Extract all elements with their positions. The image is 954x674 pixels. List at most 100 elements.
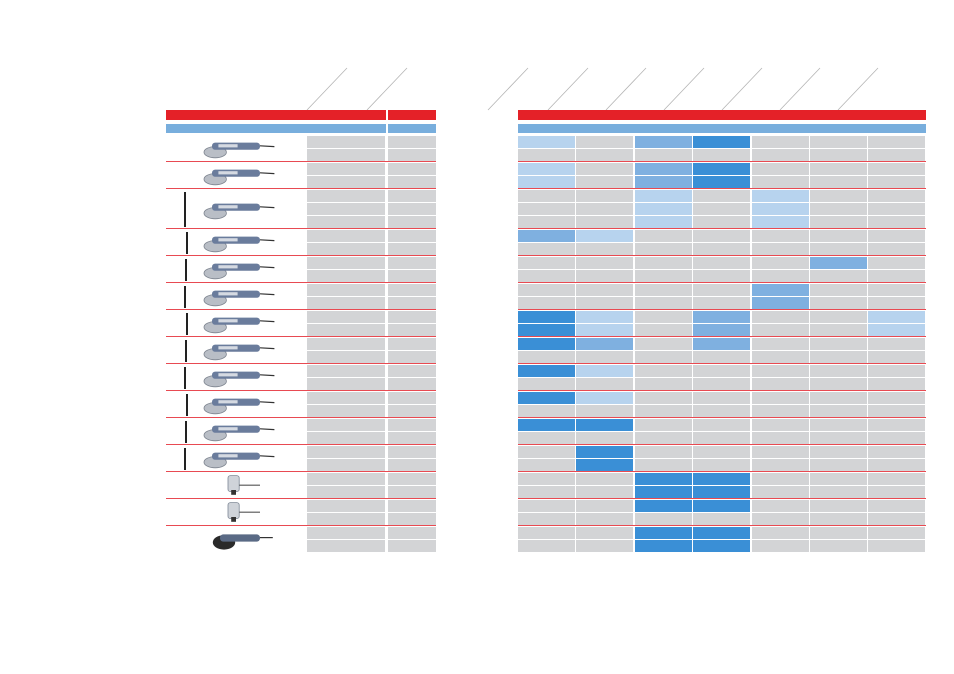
- compat-cell: [635, 446, 692, 458]
- compat-cell: [693, 446, 750, 458]
- spec-cell: [388, 351, 436, 363]
- compat-cell: [635, 284, 692, 296]
- compat-cell: [810, 405, 867, 417]
- subheader-bar-right: [518, 124, 926, 133]
- compat-cell: [693, 311, 750, 323]
- column-header-7: [721, 67, 763, 111]
- compat-cell: [752, 297, 809, 309]
- size-marker: [186, 313, 188, 335]
- spec-cell: [307, 311, 385, 323]
- compat-cell: [518, 432, 575, 444]
- compat-cell: [693, 257, 750, 269]
- spec-cell: [307, 405, 385, 417]
- compat-cell: [518, 486, 575, 498]
- angle-grinder-long-icon: [196, 366, 276, 395]
- compat-cell: [810, 297, 867, 309]
- compat-cell: [868, 324, 925, 336]
- row-divider: [166, 282, 926, 283]
- spec-cell: [307, 351, 385, 363]
- compat-cell: [752, 230, 809, 242]
- compat-cell: [576, 230, 633, 242]
- column-header-9: [837, 67, 879, 111]
- column-header-8: [779, 67, 821, 111]
- compat-cell: [868, 513, 925, 525]
- compat-cell: [576, 338, 633, 350]
- compat-cell: [868, 432, 925, 444]
- spec-cell: [307, 297, 385, 309]
- spec-cell: [307, 378, 385, 390]
- spec-cell: [388, 500, 436, 512]
- compat-cell: [868, 392, 925, 404]
- compat-cell: [810, 392, 867, 404]
- compat-cell: [752, 486, 809, 498]
- compat-cell: [810, 459, 867, 471]
- compat-cell: [576, 284, 633, 296]
- compat-cell: [868, 243, 925, 255]
- compat-cell: [868, 419, 925, 431]
- compat-cell: [518, 365, 575, 377]
- spec-cell: [388, 149, 436, 161]
- compat-cell: [693, 270, 750, 282]
- compat-cell: [635, 459, 692, 471]
- compat-cell: [752, 365, 809, 377]
- compat-cell: [576, 324, 633, 336]
- compat-cell: [693, 351, 750, 363]
- compat-cell: [576, 459, 633, 471]
- spec-cell: [388, 297, 436, 309]
- compat-cell: [693, 149, 750, 161]
- compat-cell: [868, 459, 925, 471]
- row-divider: [166, 309, 926, 310]
- spec-cell: [388, 284, 436, 296]
- spec-cell: [307, 540, 385, 552]
- spec-cell: [307, 392, 385, 404]
- title-bar-right: [518, 110, 926, 120]
- compat-cell: [576, 446, 633, 458]
- row-divider: [166, 228, 926, 229]
- compat-cell: [693, 473, 750, 485]
- compat-cell: [752, 351, 809, 363]
- compat-cell: [752, 338, 809, 350]
- compat-cell: [576, 513, 633, 525]
- compat-cell: [752, 163, 809, 175]
- compat-cell: [635, 513, 692, 525]
- size-marker: [185, 421, 187, 443]
- compat-cell: [693, 297, 750, 309]
- compat-cell: [693, 527, 750, 539]
- compat-cell: [693, 392, 750, 404]
- row-divider: [166, 444, 926, 445]
- compat-cell: [868, 365, 925, 377]
- spec-cell: [307, 446, 385, 458]
- compat-cell: [518, 216, 575, 228]
- row-divider: [166, 188, 926, 189]
- angle-grinder-icon: [196, 420, 276, 449]
- compat-cell: [693, 324, 750, 336]
- row-divider: [166, 471, 926, 472]
- compat-cell: [518, 351, 575, 363]
- compat-cell: [518, 136, 575, 148]
- size-marker: [186, 232, 188, 254]
- compat-cell: [518, 446, 575, 458]
- compat-cell: [810, 378, 867, 390]
- compat-cell: [635, 203, 692, 215]
- compat-cell: [693, 405, 750, 417]
- compat-cell: [810, 513, 867, 525]
- compat-cell: [810, 338, 867, 350]
- spec-cell: [307, 216, 385, 228]
- spec-cell: [307, 338, 385, 350]
- spec-cell: [388, 513, 436, 525]
- compat-cell: [868, 378, 925, 390]
- compat-cell: [576, 257, 633, 269]
- angle-grinder-long-icon: [196, 339, 276, 368]
- compat-cell: [810, 230, 867, 242]
- compat-cell: [635, 257, 692, 269]
- compat-cell: [576, 540, 633, 552]
- compat-cell: [518, 163, 575, 175]
- compat-cell: [810, 311, 867, 323]
- row-divider-gap: [436, 282, 518, 283]
- compat-cell: [635, 297, 692, 309]
- row-divider: [166, 255, 926, 256]
- compat-cell: [752, 446, 809, 458]
- compat-cell: [868, 190, 925, 202]
- size-marker: [184, 286, 186, 308]
- compat-cell: [635, 311, 692, 323]
